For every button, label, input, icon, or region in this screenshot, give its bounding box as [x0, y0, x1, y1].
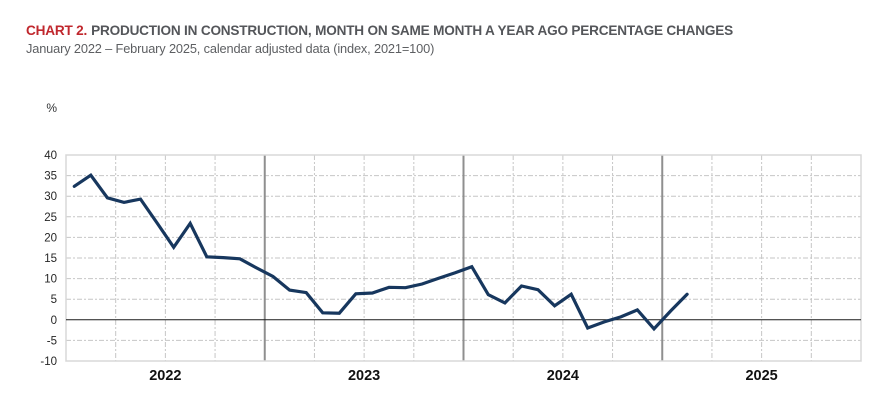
chart-subtitle: January 2022 – February 2025, calendar a…	[26, 41, 435, 56]
y-tick-label: 10	[44, 274, 57, 286]
y-axis-unit-label: %	[46, 101, 57, 115]
y-tick-label: 20	[44, 232, 57, 244]
y-tick-label: 35	[44, 171, 57, 183]
x-year-label: 2022	[149, 368, 181, 384]
chart-number-label: CHART 2.	[26, 23, 88, 38]
y-tick-label: -10	[40, 356, 57, 368]
plot-border	[65, 154, 862, 362]
chart-title: CHART 2. PRODUCTION IN CONSTRUCTION, MONT…	[26, 23, 733, 38]
chart-title-text: PRODUCTION IN CONSTRUCTION, MONTH ON SAM…	[91, 23, 733, 38]
x-year-label: 2023	[348, 368, 380, 384]
y-tick-label: 0	[51, 315, 57, 327]
y-tick-label: 25	[44, 212, 57, 224]
x-year-label: 2025	[745, 368, 777, 384]
y-tick-label: 40	[44, 150, 57, 162]
x-year-label: 2024	[547, 368, 579, 384]
y-tick-label: -5	[47, 335, 57, 347]
y-tick-label: 30	[44, 191, 57, 203]
y-tick-label: 15	[44, 253, 57, 265]
y-tick-label: 5	[51, 294, 57, 306]
data-line	[72, 173, 689, 332]
